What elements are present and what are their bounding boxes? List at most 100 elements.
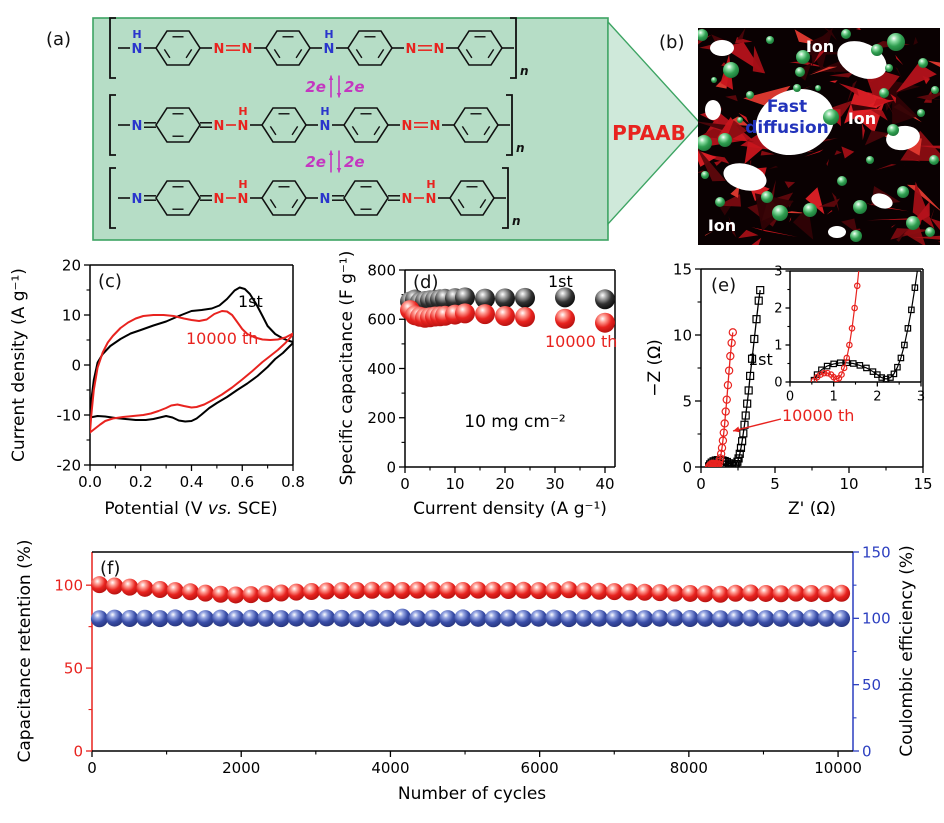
svg-text:0: 0 [400,475,410,493]
svg-text:10: 10 [62,306,81,324]
svg-text:15: 15 [913,475,932,493]
svg-text:N: N [132,119,143,134]
nyquist-main-series [704,286,765,467]
panel-e-series-label-10000th: 10000 th [782,406,854,425]
panel-d-y-axis-title: Specific capacitance (F g⁻¹) [337,251,357,486]
svg-text:0.8: 0.8 [281,473,305,491]
svg-text:N: N [238,119,249,134]
porous-network-texture [698,28,940,245]
svg-text:3: 3 [917,390,925,405]
axes-e-inset: 0 1 2 3 0 1 2 3 [774,265,925,405]
svg-text:150: 150 [862,543,891,561]
svg-text:2: 2 [873,390,881,405]
svg-text:n: n [516,141,525,155]
polymer-row-1: NHN N NHN Nn [109,17,529,79]
panel-c-chart: 0.0 0.2 0.4 0.6 0.8 -20 -10 0 10 20 [57,256,305,491]
ion-label: Ion [708,216,736,235]
svg-text:400: 400 [367,360,396,378]
panel-d-series-label-1st: 1st [548,272,573,291]
svg-text:10: 10 [839,475,858,493]
svg-text:0: 0 [862,742,872,760]
panel-e-chart: 0 5 10 15 0 5 10 15 0 1 2 3 0 1 2 3 [673,260,933,493]
svg-text:H: H [426,178,435,191]
svg-text:2: 2 [774,302,782,317]
svg-text:N: N [214,192,225,207]
panel-b-texts: (b) Ion Ion Ion Fast diffusion [659,32,876,235]
panel-a-texts: (a) PPAAB 2e 2e 2e 2e [46,29,686,171]
panel-d-x-axis-title: Current density (A g⁻¹) [413,499,607,519]
svg-text:10: 10 [445,475,464,493]
fast-diffusion-caption: Fast [767,97,807,117]
nyquist-inset-series [810,271,919,382]
svg-text:N: N [214,42,225,57]
polymer-row-3: N N NHN N NHn [109,167,521,229]
capacitance-balls-10000 th [400,300,615,333]
svg-text:6000: 6000 [521,759,559,777]
panel-c-texts: (c) Current density (A g⁻¹) Potential (V… [9,268,278,519]
svg-text:0: 0 [386,458,396,476]
svg-text:4000: 4000 [371,759,409,777]
panel-b-label: (b) [659,32,684,53]
svg-text:200: 200 [367,409,396,427]
ion-label: Ion [848,109,876,128]
electron-transfer-label: 2e [305,153,326,171]
svg-text:N: N [242,42,253,57]
svg-text:0: 0 [682,458,692,476]
svg-text:1: 1 [830,390,838,405]
panel-e-x-axis-title: Z' (Ω) [788,499,836,519]
svg-text:8000: 8000 [670,759,708,777]
ion-label: Ion [806,37,834,56]
svg-text:N: N [426,192,437,207]
svg-text:N: N [320,192,331,207]
panel-f-right-y-axis-title: Coulombic efficiency (%) [897,545,917,756]
svg-text:N: N [402,192,413,207]
svg-text:100: 100 [862,610,891,628]
panel-d-series-label-10000th: 10000 th [545,332,617,351]
svg-text:H: H [238,178,247,191]
svg-text:20: 20 [62,256,81,274]
svg-text:40: 40 [595,475,614,493]
panel-a-label: (a) [46,29,71,50]
svg-text:0: 0 [774,376,782,391]
panel-d-texts: (d) Specific capacitance (F g⁻¹) Current… [337,251,617,519]
svg-text:N: N [132,42,143,57]
panel-c-y-axis-title: Current density (A g⁻¹) [9,268,29,462]
axes-c: 0.0 0.2 0.4 0.6 0.8 -20 -10 0 10 20 [57,256,305,491]
svg-text:0.2: 0.2 [129,473,153,491]
svg-text:N: N [434,42,445,57]
svg-text:H: H [320,105,329,118]
electron-transfer-label: 2e [344,153,365,171]
svg-text:0: 0 [696,475,706,493]
svg-text:1: 1 [774,339,782,354]
svg-text:0: 0 [786,390,794,405]
panel-f-x-axis-title: Number of cycles [398,784,546,804]
svg-text:10000: 10000 [814,759,862,777]
svg-text:n: n [512,214,521,228]
svg-text:600: 600 [367,311,396,329]
panel-e-label: (e) [711,275,736,296]
panel-e-texts: (e) −Z (Ω) Z' (Ω) 1st 10000 th [645,275,854,519]
panel-d-label: (d) [413,272,438,293]
panel-f-label: (f) [100,558,120,579]
svg-text:N: N [214,119,225,134]
panel-f-left-y-axis-title: Capacitance retention (%) [15,540,35,763]
fast-diffusion-caption: diffusion [745,118,829,138]
svg-text:15: 15 [673,260,692,278]
capacitance-balls-1st [400,287,615,313]
panel-b-morphology-image [698,28,940,245]
svg-text:n: n [520,64,529,78]
svg-text:50: 50 [862,676,881,694]
svg-text:5: 5 [770,475,780,493]
svg-text:H: H [238,105,247,118]
cv-curves [90,286,293,434]
ppaab-label: PPAAB [612,121,686,145]
cv-curve-1st [90,286,293,423]
svg-text:0.0: 0.0 [78,473,102,491]
